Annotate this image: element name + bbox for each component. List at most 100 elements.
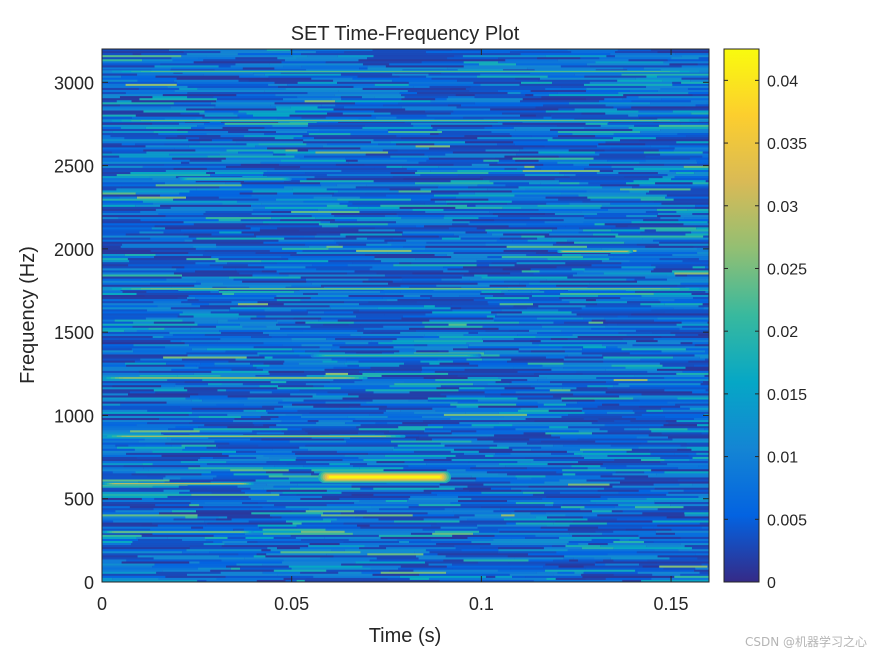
heatmap-cell bbox=[610, 53, 676, 56]
heatmap-cell bbox=[457, 79, 539, 83]
heatmap-cell bbox=[173, 518, 217, 521]
heatmap-cell bbox=[264, 126, 363, 130]
heatmap-cell bbox=[553, 502, 596, 505]
x-axis: 0 0.05 0.1 0.15 bbox=[97, 49, 689, 614]
heatmap-cell bbox=[698, 57, 709, 60]
heatmap-cell bbox=[280, 551, 361, 554]
heatmap-cell bbox=[102, 143, 122, 146]
heatmap-cell bbox=[664, 389, 706, 392]
heatmap-cell bbox=[605, 368, 658, 372]
heatmap-cell bbox=[170, 340, 182, 343]
heatmap-cell bbox=[639, 563, 702, 566]
heatmap-cell bbox=[204, 114, 238, 117]
heatmap-cell bbox=[226, 461, 267, 464]
heatmap-cell bbox=[534, 372, 583, 376]
heatmap-cell bbox=[218, 65, 231, 68]
heatmap-cell bbox=[565, 262, 622, 265]
heatmap-cell bbox=[640, 198, 674, 201]
heatmap-cell bbox=[695, 104, 709, 107]
heatmap-cell bbox=[707, 221, 709, 224]
heatmap-cell bbox=[306, 143, 328, 146]
heatmap-cell bbox=[440, 385, 531, 388]
heatmap-cell bbox=[336, 518, 379, 521]
heatmap-cell bbox=[518, 350, 532, 353]
heatmap-cell bbox=[429, 85, 471, 89]
heatmap-cell bbox=[159, 418, 235, 421]
heatmap-cell bbox=[692, 182, 709, 185]
heatmap-cell bbox=[653, 526, 702, 529]
heatmap-cell bbox=[547, 258, 610, 261]
heatmap-cell bbox=[102, 225, 155, 228]
heatmap-cell bbox=[660, 217, 685, 220]
heatmap-cell bbox=[208, 454, 229, 458]
heatmap-cell bbox=[675, 403, 709, 406]
heatmap-cell bbox=[304, 100, 336, 103]
energy-ridge bbox=[563, 251, 628, 252]
heatmap-cell bbox=[305, 510, 355, 513]
heatmap-cell bbox=[448, 96, 475, 99]
heatmap-cell bbox=[446, 469, 466, 472]
heatmap-cell bbox=[344, 301, 369, 304]
heatmap-cell bbox=[561, 299, 587, 302]
heatmap-cell bbox=[102, 342, 185, 345]
heatmap-cell bbox=[213, 541, 223, 544]
heatmap-cell bbox=[277, 387, 341, 390]
heatmap-cell bbox=[645, 155, 703, 158]
heatmap-cell bbox=[379, 545, 455, 548]
heatmap-cell bbox=[305, 243, 339, 247]
heatmap-cell bbox=[347, 204, 381, 208]
heatmap-cell bbox=[299, 547, 360, 550]
heatmap-cell bbox=[380, 536, 468, 540]
heatmap-cell bbox=[465, 411, 499, 415]
heatmap-cell bbox=[459, 422, 499, 425]
heatmap-cell bbox=[270, 549, 332, 552]
heatmap-cell bbox=[197, 514, 270, 517]
heatmap-cell bbox=[374, 167, 407, 171]
heatmap-cell bbox=[153, 508, 250, 511]
heatmap-cell bbox=[419, 573, 510, 577]
heatmap-cell bbox=[677, 284, 709, 288]
heatmap-cell bbox=[133, 350, 226, 353]
heatmap-cell bbox=[567, 528, 626, 532]
heatmap-cell bbox=[363, 579, 440, 583]
heatmap-cell bbox=[396, 338, 483, 341]
heatmap-cell bbox=[445, 387, 460, 390]
heatmap-cell bbox=[170, 106, 215, 109]
heatmap-cell bbox=[591, 538, 620, 542]
heatmap-cell bbox=[176, 268, 236, 271]
heatmap-cell bbox=[189, 422, 253, 425]
heatmap-cell bbox=[358, 356, 376, 359]
heatmap-cell bbox=[689, 157, 709, 160]
heatmap-cell bbox=[607, 454, 689, 458]
heatmap-cell bbox=[649, 448, 678, 452]
heatmap-cell bbox=[673, 356, 700, 359]
heatmap-cell bbox=[291, 210, 360, 214]
heatmap-cell bbox=[443, 208, 539, 212]
heatmap-cell bbox=[549, 233, 593, 236]
heatmap-cell bbox=[182, 448, 273, 452]
heatmap-cell bbox=[643, 67, 709, 70]
heatmap-cell bbox=[190, 327, 281, 331]
heatmap-cell bbox=[360, 323, 449, 327]
heatmap-cell bbox=[457, 374, 539, 378]
heatmap-cell bbox=[525, 237, 538, 240]
heatmap-cell bbox=[280, 327, 364, 331]
heatmap-cell bbox=[485, 229, 553, 232]
heatmap-cell bbox=[248, 79, 334, 83]
heatmap-cell bbox=[495, 315, 581, 318]
heatmap-cell bbox=[163, 356, 247, 359]
watermark: CSDN @机器学习之心 bbox=[744, 635, 867, 649]
heatmap-cell bbox=[525, 188, 620, 191]
heatmap-cell bbox=[102, 262, 196, 265]
heatmap-cell bbox=[238, 313, 308, 316]
heatmap-cell bbox=[337, 55, 374, 58]
heatmap-cell bbox=[587, 245, 646, 249]
heatmap-cell bbox=[486, 471, 557, 474]
heatmap-cell bbox=[277, 227, 375, 230]
heatmap-cell bbox=[677, 448, 692, 452]
heatmap-cell bbox=[102, 571, 157, 575]
heatmap-cell bbox=[322, 145, 416, 148]
heatmap-cell bbox=[289, 487, 361, 491]
heatmap-cell bbox=[290, 106, 318, 109]
heatmap-cell bbox=[219, 329, 303, 333]
